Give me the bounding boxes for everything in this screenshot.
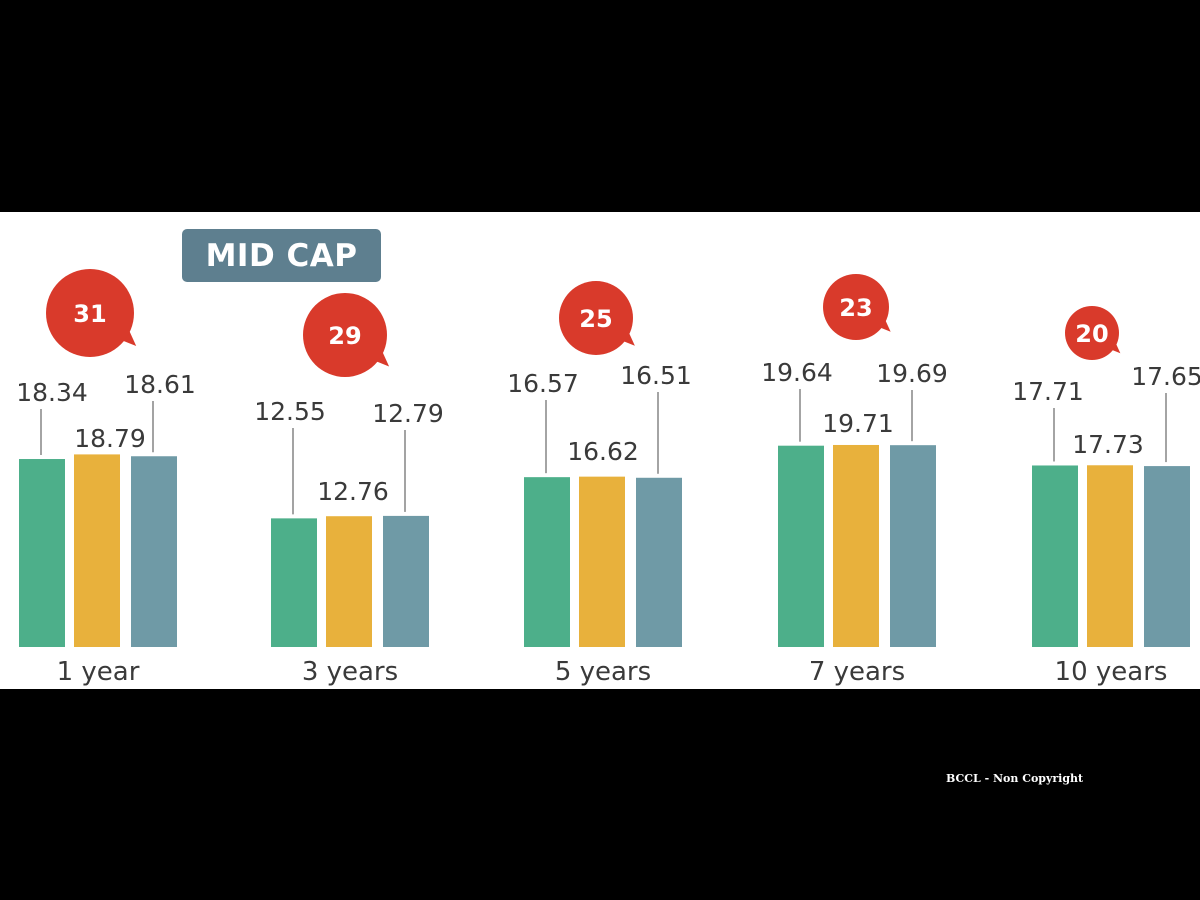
rank-badge-label: 20: [1075, 320, 1108, 348]
bar: [1144, 466, 1190, 647]
category-label: 7 years: [809, 657, 905, 687]
data-label: 16.51: [620, 361, 692, 390]
data-label: 18.34: [16, 378, 88, 407]
bar: [271, 518, 317, 647]
bar-group: 29 12.55 12.76 12.79 3 years: [254, 293, 444, 687]
data-label: 12.76: [317, 477, 389, 506]
category-label: 10 years: [1055, 657, 1168, 687]
bar: [19, 459, 65, 647]
chart-title: MID CAP: [182, 229, 381, 282]
category-label: 3 years: [302, 657, 398, 687]
data-label: 17.73: [1072, 430, 1144, 459]
rank-badge: [46, 269, 134, 357]
bar: [383, 515, 429, 647]
watermark: BCCL - Non Copyright: [946, 772, 1084, 785]
data-label: 17.65: [1131, 362, 1200, 391]
data-label: 17.71: [1012, 377, 1084, 406]
data-label: 16.57: [507, 369, 579, 398]
rank-badge-label: 31: [73, 300, 106, 328]
rank-badge: [303, 293, 387, 377]
data-label: 12.55: [254, 397, 326, 426]
rank-badge: [1065, 306, 1119, 360]
data-label: 19.69: [876, 359, 948, 388]
bar-group: 23 19.64 19.71 19.69 7 years: [761, 274, 948, 687]
rank-badge-label: 29: [328, 322, 361, 350]
bar: [1032, 465, 1078, 647]
bar: [636, 477, 682, 647]
bar: [778, 445, 824, 647]
data-label: 16.62: [567, 437, 639, 466]
bar-group: 20 17.71 17.73 17.65 10 years: [1012, 306, 1200, 687]
bar: [131, 456, 177, 647]
bar: [326, 516, 372, 647]
rank-badge-label: 25: [579, 305, 612, 333]
data-label: 12.79: [372, 399, 444, 428]
bar: [1087, 465, 1133, 647]
category-label: 5 years: [555, 657, 651, 687]
bar-group: 25 16.57 16.62 16.51 5 years: [507, 281, 692, 687]
data-label: 19.71: [822, 409, 894, 438]
category-label: 1 year: [57, 657, 140, 687]
bar: [74, 454, 120, 647]
data-label: 19.64: [761, 358, 833, 387]
bar: [833, 444, 879, 647]
rank-badge: [823, 274, 889, 340]
rank-badge: [559, 281, 633, 355]
bar: [579, 476, 625, 647]
bar: [524, 477, 570, 647]
data-label: 18.61: [124, 370, 196, 399]
rank-badge-label: 23: [839, 294, 872, 322]
data-label: 18.79: [74, 424, 146, 453]
bar-group: 31 18.34 18.79 18.61 1 year: [16, 269, 196, 687]
bar: [890, 445, 936, 647]
